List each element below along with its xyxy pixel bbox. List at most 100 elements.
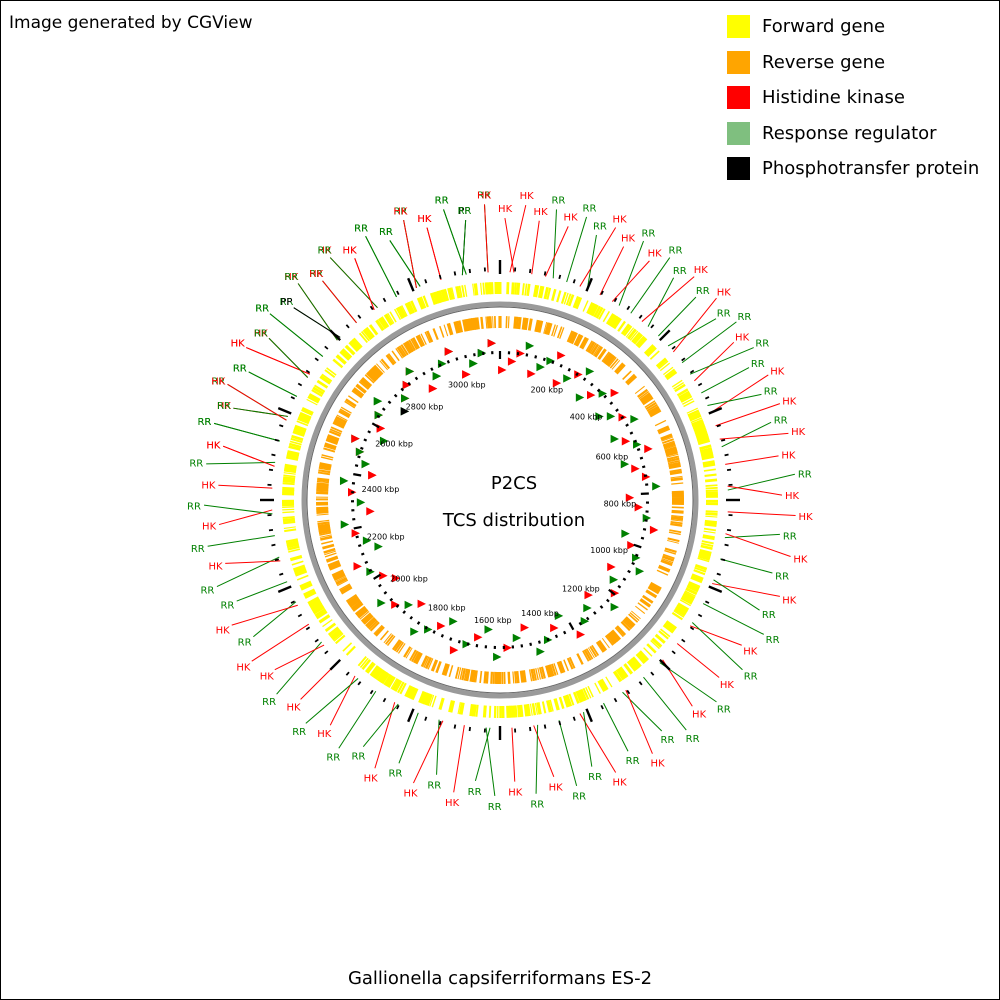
- forward-gene-bar: [300, 583, 313, 591]
- forward-gene-bar: [373, 667, 384, 680]
- forward-gene-bar: [472, 283, 475, 296]
- feature-connector-line: [689, 347, 754, 375]
- forward-gene-bar: [635, 335, 645, 346]
- feature-connector-line: [218, 484, 273, 489]
- feature-label: RR: [318, 245, 332, 256]
- reverse-gene-bar: [348, 597, 360, 607]
- forward-gene-bar: [293, 567, 307, 574]
- feature-connector-line: [236, 581, 288, 602]
- forward-gene-bar: [636, 651, 648, 664]
- ruler-tick: [578, 621, 583, 626]
- outer-tick: [382, 297, 387, 303]
- forward-gene-bar: [327, 626, 340, 637]
- reverse-gene-bar: [324, 550, 336, 556]
- forward-gene-bar: [509, 705, 513, 718]
- reverse-gene-bar: [317, 521, 330, 526]
- ruler-tick: [546, 637, 550, 642]
- forward-gene-bar: [326, 367, 337, 376]
- reverse-gene-bar: [664, 547, 677, 554]
- reverse-gene-bar: [330, 426, 343, 433]
- reverse-gene-bar: [519, 670, 525, 683]
- forward-gene-bar: [296, 574, 309, 581]
- forward-gene-bar: [562, 694, 571, 708]
- reverse-gene-bar: [341, 586, 353, 595]
- forward-gene-bar: [379, 316, 390, 329]
- reverse-gene-bar: [340, 406, 352, 414]
- tcs-marker: [583, 603, 592, 613]
- forward-gene-bar: [344, 344, 356, 356]
- outer-tick: [724, 543, 729, 547]
- reverse-gene-bar: [645, 401, 657, 411]
- reverse-gene-bar: [317, 519, 330, 523]
- ruler-tick: [525, 353, 529, 357]
- ruler-label: 2800 kbp: [406, 403, 444, 412]
- reverse-gene-bar: [670, 519, 683, 522]
- feature-connector-line: [599, 246, 625, 296]
- reverse-gene-bar: [334, 418, 346, 426]
- reverse-gene-bar: [648, 583, 661, 593]
- reverse-gene-bar: [475, 317, 480, 330]
- reverse-gene-bar: [457, 667, 462, 680]
- ruler-tick: [360, 552, 365, 556]
- feature-connector-line: [206, 461, 276, 465]
- forward-gene-bar: [387, 676, 396, 688]
- reverse-gene-bar: [551, 663, 557, 676]
- reverse-gene-bar: [316, 513, 329, 516]
- tcs-marker: [652, 482, 661, 491]
- forward-gene-bar: [298, 411, 312, 421]
- outer-tick: [468, 726, 472, 732]
- reverse-gene-track: [315, 316, 685, 685]
- forward-gene-bar: [567, 294, 575, 307]
- reverse-gene-bar: [360, 612, 371, 622]
- reverse-gene-bar: [666, 455, 680, 461]
- reverse-gene-bar: [357, 608, 369, 619]
- forward-gene-bar: [565, 293, 572, 306]
- feature-label: RR: [673, 266, 687, 277]
- outer-tick: [314, 357, 319, 362]
- forward-gene-bar: [480, 282, 483, 295]
- forward-gene-bar: [461, 285, 466, 298]
- reverse-gene-bar: [486, 316, 491, 329]
- forward-gene-bar: [524, 283, 528, 296]
- reverse-gene-bar: [339, 583, 351, 591]
- outer-tick: [724, 453, 729, 457]
- tcs-marker: [552, 378, 562, 388]
- feature-label: HK: [651, 758, 666, 769]
- reverse-gene-bar: [538, 667, 544, 680]
- ruler-tick: [424, 625, 428, 630]
- forward-gene-bar: [674, 606, 687, 617]
- feature-connector-line: [474, 727, 491, 782]
- feature-label: HK: [206, 440, 221, 451]
- reverse-gene-bar: [351, 601, 364, 612]
- tcs-marker: [462, 640, 471, 649]
- feature-connector-line: [727, 485, 783, 496]
- feature-label: HK: [211, 376, 226, 387]
- tcs-marker: [391, 574, 401, 583]
- tcs-marker: [503, 643, 512, 652]
- feature-connector-line: [694, 341, 735, 382]
- feature-label: RR: [551, 196, 565, 207]
- backbone-ring-inner-edge: [306, 306, 694, 694]
- feature-label: RR: [762, 610, 776, 621]
- reverse-gene-bar: [671, 515, 684, 518]
- feature-label: HK: [254, 329, 269, 340]
- outer-tick: [650, 324, 655, 329]
- forward-gene-bar: [655, 357, 668, 369]
- forward-gene-bar: [660, 628, 671, 638]
- outer-tick: [274, 558, 280, 562]
- legend-item-reverse-gene: Reverse gene: [727, 45, 979, 81]
- feature-connector-line: [579, 713, 617, 773]
- forward-gene-bar: [665, 370, 678, 381]
- feature-label: RR: [220, 601, 234, 612]
- forward-gene-bar: [457, 702, 461, 715]
- tcs-marker: [630, 414, 639, 424]
- ruler-tick: [368, 568, 373, 573]
- forward-gene-bar: [532, 284, 540, 298]
- reverse-gene-bar: [534, 319, 540, 332]
- forward-gene-bar: [694, 563, 708, 571]
- reverse-gene-bar: [403, 646, 412, 658]
- outer-tick: [424, 279, 428, 284]
- reverse-gene-bar: [411, 337, 420, 350]
- feature-label: RR: [292, 727, 306, 738]
- forward-gene-bar: [675, 604, 688, 615]
